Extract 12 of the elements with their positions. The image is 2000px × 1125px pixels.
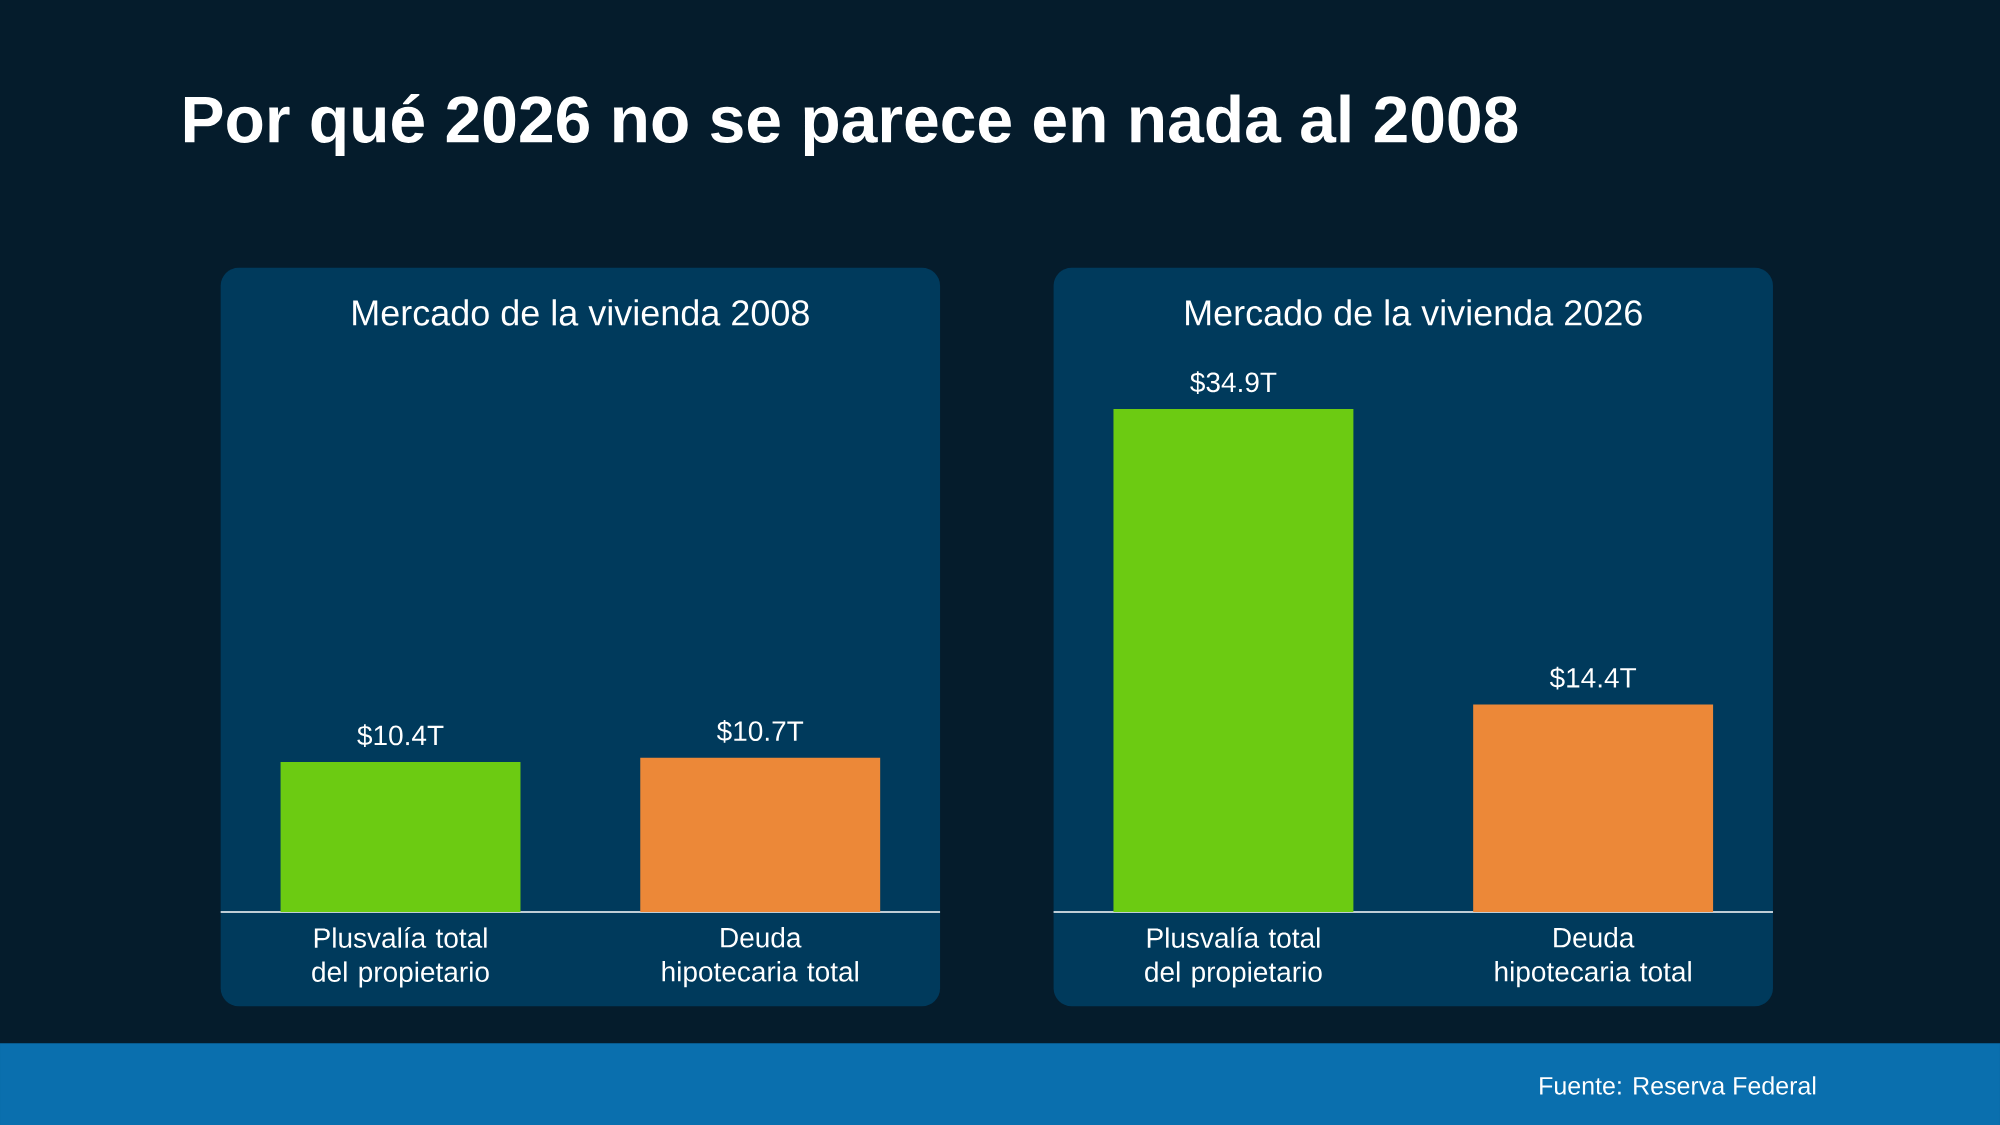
x-tick-label: Plusvalía total del propietario: [1145, 927, 1322, 988]
chart-title: Mercado de la vivienda 2008: [353, 299, 809, 326]
x-tick-label: Deuda hipotecaria total: [1495, 927, 1691, 988]
x-tick-label: Plusvalía total del propietario: [312, 927, 489, 988]
text: Por qué 2026 no se parece en nada al 2008: [184, 93, 1518, 157]
x-tick-label: Deuda hipotecaria total: [662, 927, 858, 988]
data-label: $10.4T: [357, 724, 444, 748]
data-label: $34.9T: [1190, 371, 1277, 394]
source-note: Fuente: Reserva Federal: [1540, 1076, 1816, 1095]
data-label: $10.7T: [716, 720, 804, 743]
chart-title: Mercado de la vivienda 2026: [1186, 299, 1642, 326]
data-label: $14.4T: [1549, 666, 1637, 690]
